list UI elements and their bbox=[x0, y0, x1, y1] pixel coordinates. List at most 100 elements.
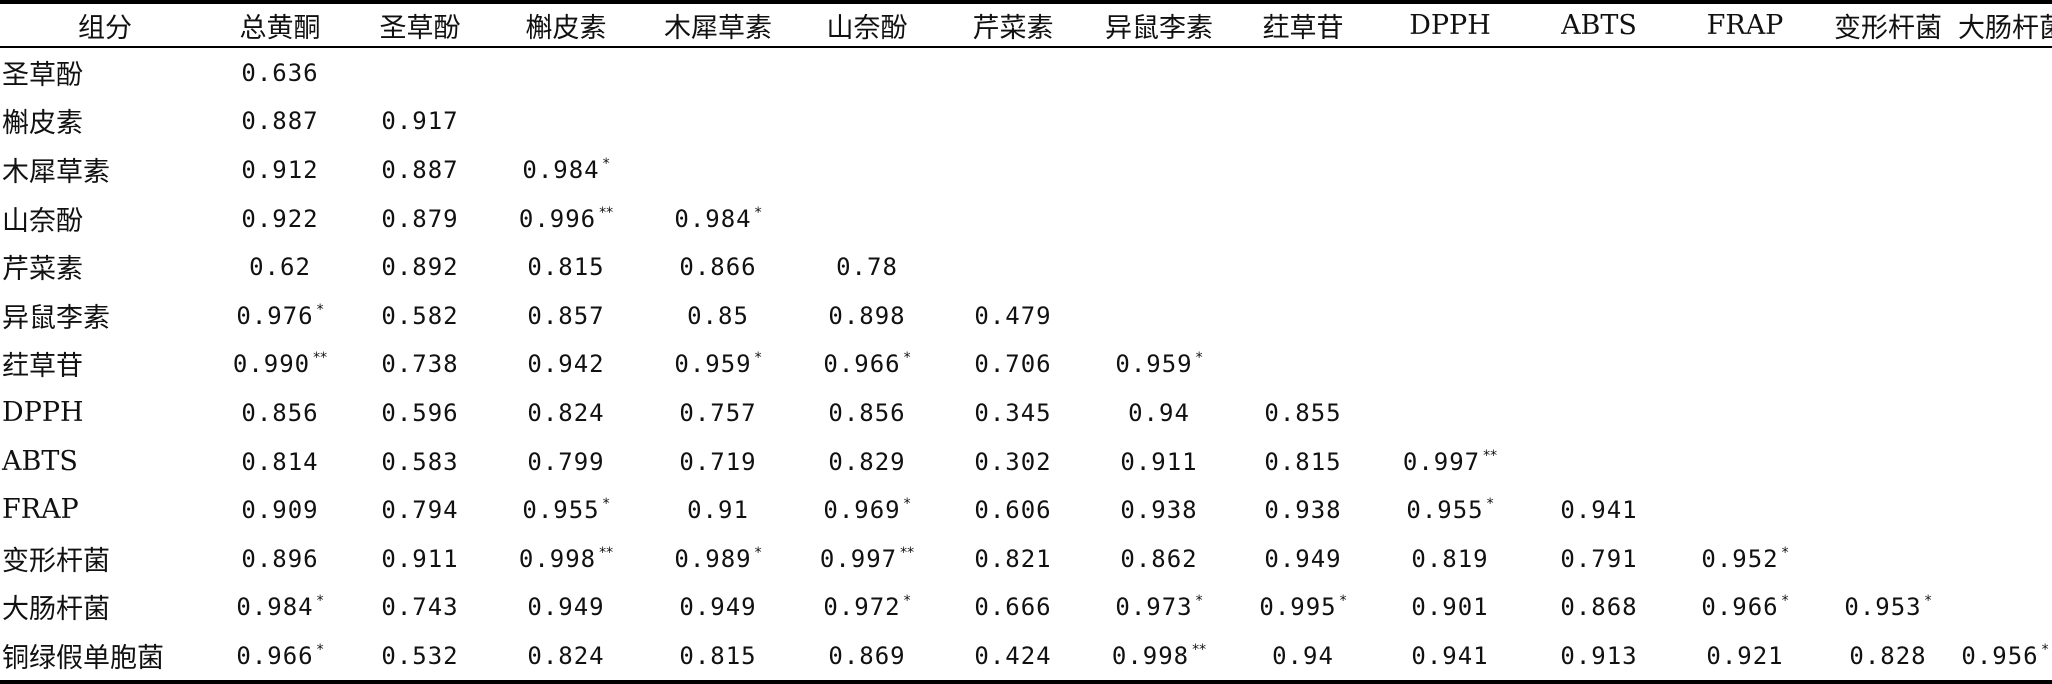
table-cell bbox=[794, 97, 940, 146]
column-header: 槲皮素 bbox=[525, 12, 607, 44]
correlation-value: 0.869 bbox=[828, 641, 906, 670]
significance-marker: * bbox=[316, 301, 324, 318]
correlation-value: 0.887 bbox=[381, 155, 459, 184]
table-cell: 0.868 bbox=[1526, 583, 1672, 632]
table-cell: 0.814 bbox=[210, 437, 350, 486]
correlation-value: 0.799 bbox=[527, 447, 605, 476]
table-cell bbox=[1818, 194, 1958, 243]
table-cell bbox=[940, 145, 1086, 194]
significance-marker: * bbox=[903, 496, 911, 513]
table-cell: 0.302 bbox=[940, 437, 1086, 486]
column-header: 木犀草素 bbox=[664, 12, 772, 44]
table-cell bbox=[1526, 97, 1672, 146]
row-label: DPPH bbox=[2, 396, 84, 428]
table-cell: 0.743 bbox=[350, 583, 490, 632]
table-cell: 0.892 bbox=[350, 242, 490, 291]
significance-marker: * bbox=[1195, 350, 1203, 367]
table-cell bbox=[1086, 47, 1232, 97]
table-cell: 0.984 * bbox=[490, 145, 642, 194]
column-header: ABTS bbox=[1561, 9, 1637, 41]
table-row: 异鼠李素 0.976 * 0.582 0.857 0.85 0.898 0.479 bbox=[0, 291, 2052, 340]
row-label: ABTS bbox=[2, 445, 78, 477]
table-cell: 0.799 bbox=[490, 437, 642, 486]
table-cell bbox=[1526, 437, 1672, 486]
table-cell: 0.921 bbox=[1672, 631, 1818, 682]
table-cell bbox=[940, 97, 1086, 146]
correlation-value: 0.959 bbox=[1115, 350, 1193, 379]
table-cell bbox=[1086, 291, 1232, 340]
row-label: 大肠杆菌 bbox=[2, 594, 110, 626]
table-cell: 0.911 bbox=[1086, 437, 1232, 486]
correlation-value: 0.791 bbox=[1560, 544, 1638, 573]
correlation-value: 0.949 bbox=[1264, 544, 1342, 573]
correlation-value: 0.921 bbox=[1706, 641, 1784, 670]
correlation-value: 0.952 bbox=[1701, 544, 1779, 573]
correlation-value: 0.879 bbox=[381, 204, 459, 233]
correlation-value: 0.743 bbox=[381, 593, 459, 622]
table-cell: 0.706 bbox=[940, 340, 1086, 389]
table-cell bbox=[1958, 388, 2052, 437]
table-cell bbox=[1086, 145, 1232, 194]
correlation-value: 0.606 bbox=[974, 496, 1052, 525]
correlation-value: 0.794 bbox=[381, 496, 459, 525]
correlation-value: 0.479 bbox=[974, 301, 1052, 330]
correlation-value: 0.969 bbox=[823, 496, 901, 525]
significance-marker: * bbox=[1486, 496, 1494, 513]
correlation-value: 0.302 bbox=[974, 447, 1052, 476]
correlation-value: 0.984 bbox=[674, 204, 752, 233]
column-header: 圣草酚 bbox=[379, 12, 461, 44]
table-cell: 0.819 bbox=[1374, 534, 1526, 583]
correlation-value: 0.828 bbox=[1849, 641, 1927, 670]
table-cell bbox=[1818, 340, 1958, 389]
correlation-value: 0.898 bbox=[828, 301, 906, 330]
table-cell: 0.990 ** bbox=[210, 340, 350, 389]
table-cell bbox=[1374, 388, 1526, 437]
table-cell: 0.856 bbox=[210, 388, 350, 437]
table-cell bbox=[1232, 291, 1374, 340]
table-cell bbox=[1958, 242, 2052, 291]
row-label: 山奈酚 bbox=[2, 205, 83, 237]
table-cell: 0.949 bbox=[642, 583, 794, 632]
table-cell bbox=[1958, 194, 2052, 243]
table-cell: 0.953 * bbox=[1818, 583, 1958, 632]
correlation-value: 0.91 bbox=[687, 496, 749, 525]
significance-marker: * bbox=[1781, 544, 1789, 561]
correlation-value: 0.973 bbox=[1115, 593, 1193, 622]
table-cell: 0.941 bbox=[1374, 631, 1526, 682]
table-row: 芹菜素 0.62 0.892 0.815 0.866 0.78 bbox=[0, 242, 2052, 291]
table-cell bbox=[1958, 97, 2052, 146]
table-cell bbox=[1672, 97, 1818, 146]
correlation-value: 0.938 bbox=[1264, 496, 1342, 525]
table-cell: 0.828 bbox=[1818, 631, 1958, 682]
correlation-value: 0.821 bbox=[974, 544, 1052, 573]
correlation-value: 0.666 bbox=[974, 593, 1052, 622]
table-cell: 0.78 bbox=[794, 242, 940, 291]
correlation-value: 0.956 bbox=[1961, 641, 2039, 670]
table-cell bbox=[1818, 388, 1958, 437]
significance-marker: * bbox=[316, 593, 324, 610]
column-header: 变形杆菌 bbox=[1834, 12, 1942, 44]
correlation-value: 0.855 bbox=[1264, 398, 1342, 427]
correlation-value: 0.424 bbox=[974, 641, 1052, 670]
table-cell: 0.917 bbox=[350, 97, 490, 146]
header-row: 组分 总黄酮 圣草酚 槲皮素 木犀草素 山奈酚 芹菜素 异鼠李素 荭草苷 DPPH ABTS FRAP… bbox=[0, 2, 2052, 47]
table-cell bbox=[1958, 291, 2052, 340]
table-cell: 0.94 bbox=[1086, 388, 1232, 437]
significance-marker: * bbox=[903, 593, 911, 610]
correlation-value: 0.959 bbox=[674, 350, 752, 379]
correlation-value: 0.972 bbox=[823, 593, 901, 622]
table-cell: 0.996 ** bbox=[490, 194, 642, 243]
correlation-value: 0.913 bbox=[1560, 641, 1638, 670]
table-cell: 0.984 * bbox=[642, 194, 794, 243]
table-cell bbox=[1232, 340, 1374, 389]
table-cell: 0.857 bbox=[490, 291, 642, 340]
correlation-value: 0.955 bbox=[522, 496, 600, 525]
column-header: DPPH bbox=[1409, 9, 1491, 41]
column-header: 异鼠李素 bbox=[1105, 12, 1213, 44]
table-cell: 0.989 * bbox=[642, 534, 794, 583]
table-cell bbox=[1526, 145, 1672, 194]
table-cell: 0.913 bbox=[1526, 631, 1672, 682]
table-cell bbox=[940, 242, 1086, 291]
correlation-value: 0.938 bbox=[1120, 496, 1198, 525]
table-cell bbox=[1374, 291, 1526, 340]
